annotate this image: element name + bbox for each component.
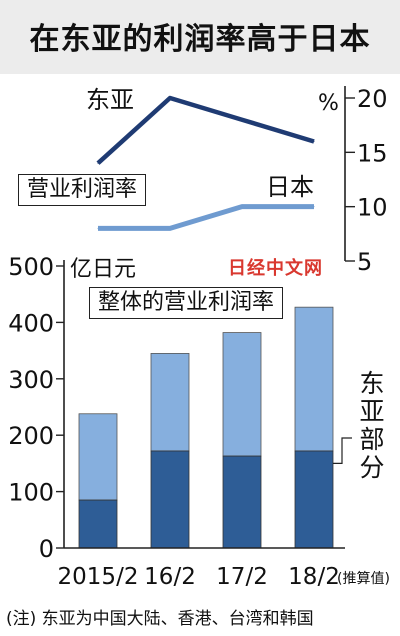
line-y-tick-label: 5	[357, 248, 372, 276]
bar-y-tick-label: 200	[8, 422, 54, 450]
footnote: (注) 东亚为中国大陆、香港、台湾和韩国	[6, 609, 314, 629]
line-point	[241, 206, 243, 208]
bar-category-note: (推算值)	[337, 571, 390, 587]
line-series-japan	[98, 204, 314, 231]
line-point	[313, 206, 315, 208]
line-chart-title: 营业利润率	[18, 174, 147, 206]
bar-y-tick-label: 500	[8, 253, 54, 281]
line-y-tick-label: 10	[357, 194, 388, 222]
bar-y-tick-label: 400	[8, 309, 54, 337]
line-point	[169, 227, 171, 229]
line-point	[97, 227, 99, 229]
line-point	[313, 140, 315, 142]
bar-other	[150, 353, 190, 452]
bar-y-tick-label: 100	[8, 479, 54, 507]
bar-y-unit: 亿日元	[70, 257, 136, 282]
chart-title: 在东亚的利润率高于日本	[29, 22, 371, 57]
bar-x-tick-label: 18/2	[288, 564, 340, 590]
bar-y-tick-label: 0	[39, 535, 54, 563]
line-point	[169, 97, 171, 99]
line-point	[241, 119, 243, 121]
bar-label-leader	[333, 437, 352, 464]
bar-other	[294, 306, 334, 452]
line-y-tick-label: 20	[357, 85, 388, 113]
bar-east-asia	[222, 455, 262, 549]
line-point	[97, 162, 99, 164]
bar-x-tick-label: 16/2	[144, 564, 196, 590]
line-series-east-asia	[96, 95, 315, 165]
bar-east-asia	[294, 450, 334, 549]
watermark: 日经中文网	[228, 258, 323, 279]
title-bar	[0, 0, 400, 74]
bar-x-tick-label: 17/2	[216, 564, 268, 590]
bar-series-label-east-asia: 东亚部分	[359, 369, 385, 482]
bar-x-tick-label: 2015/2	[58, 564, 139, 590]
bar-y-tick-label: 300	[8, 366, 54, 394]
bar-chart-title: 整体的营业利润率	[89, 287, 284, 319]
bar-east-asia	[150, 450, 190, 549]
bar-east-asia	[78, 499, 118, 549]
line-series-label-east-asia: 东亚	[86, 86, 134, 114]
bar-other	[78, 413, 118, 501]
line-series-label-japan: 日本	[266, 173, 314, 201]
line-y-tick-label: 15	[357, 139, 388, 167]
bar-other	[222, 332, 262, 457]
line-y-unit: %	[318, 91, 339, 116]
